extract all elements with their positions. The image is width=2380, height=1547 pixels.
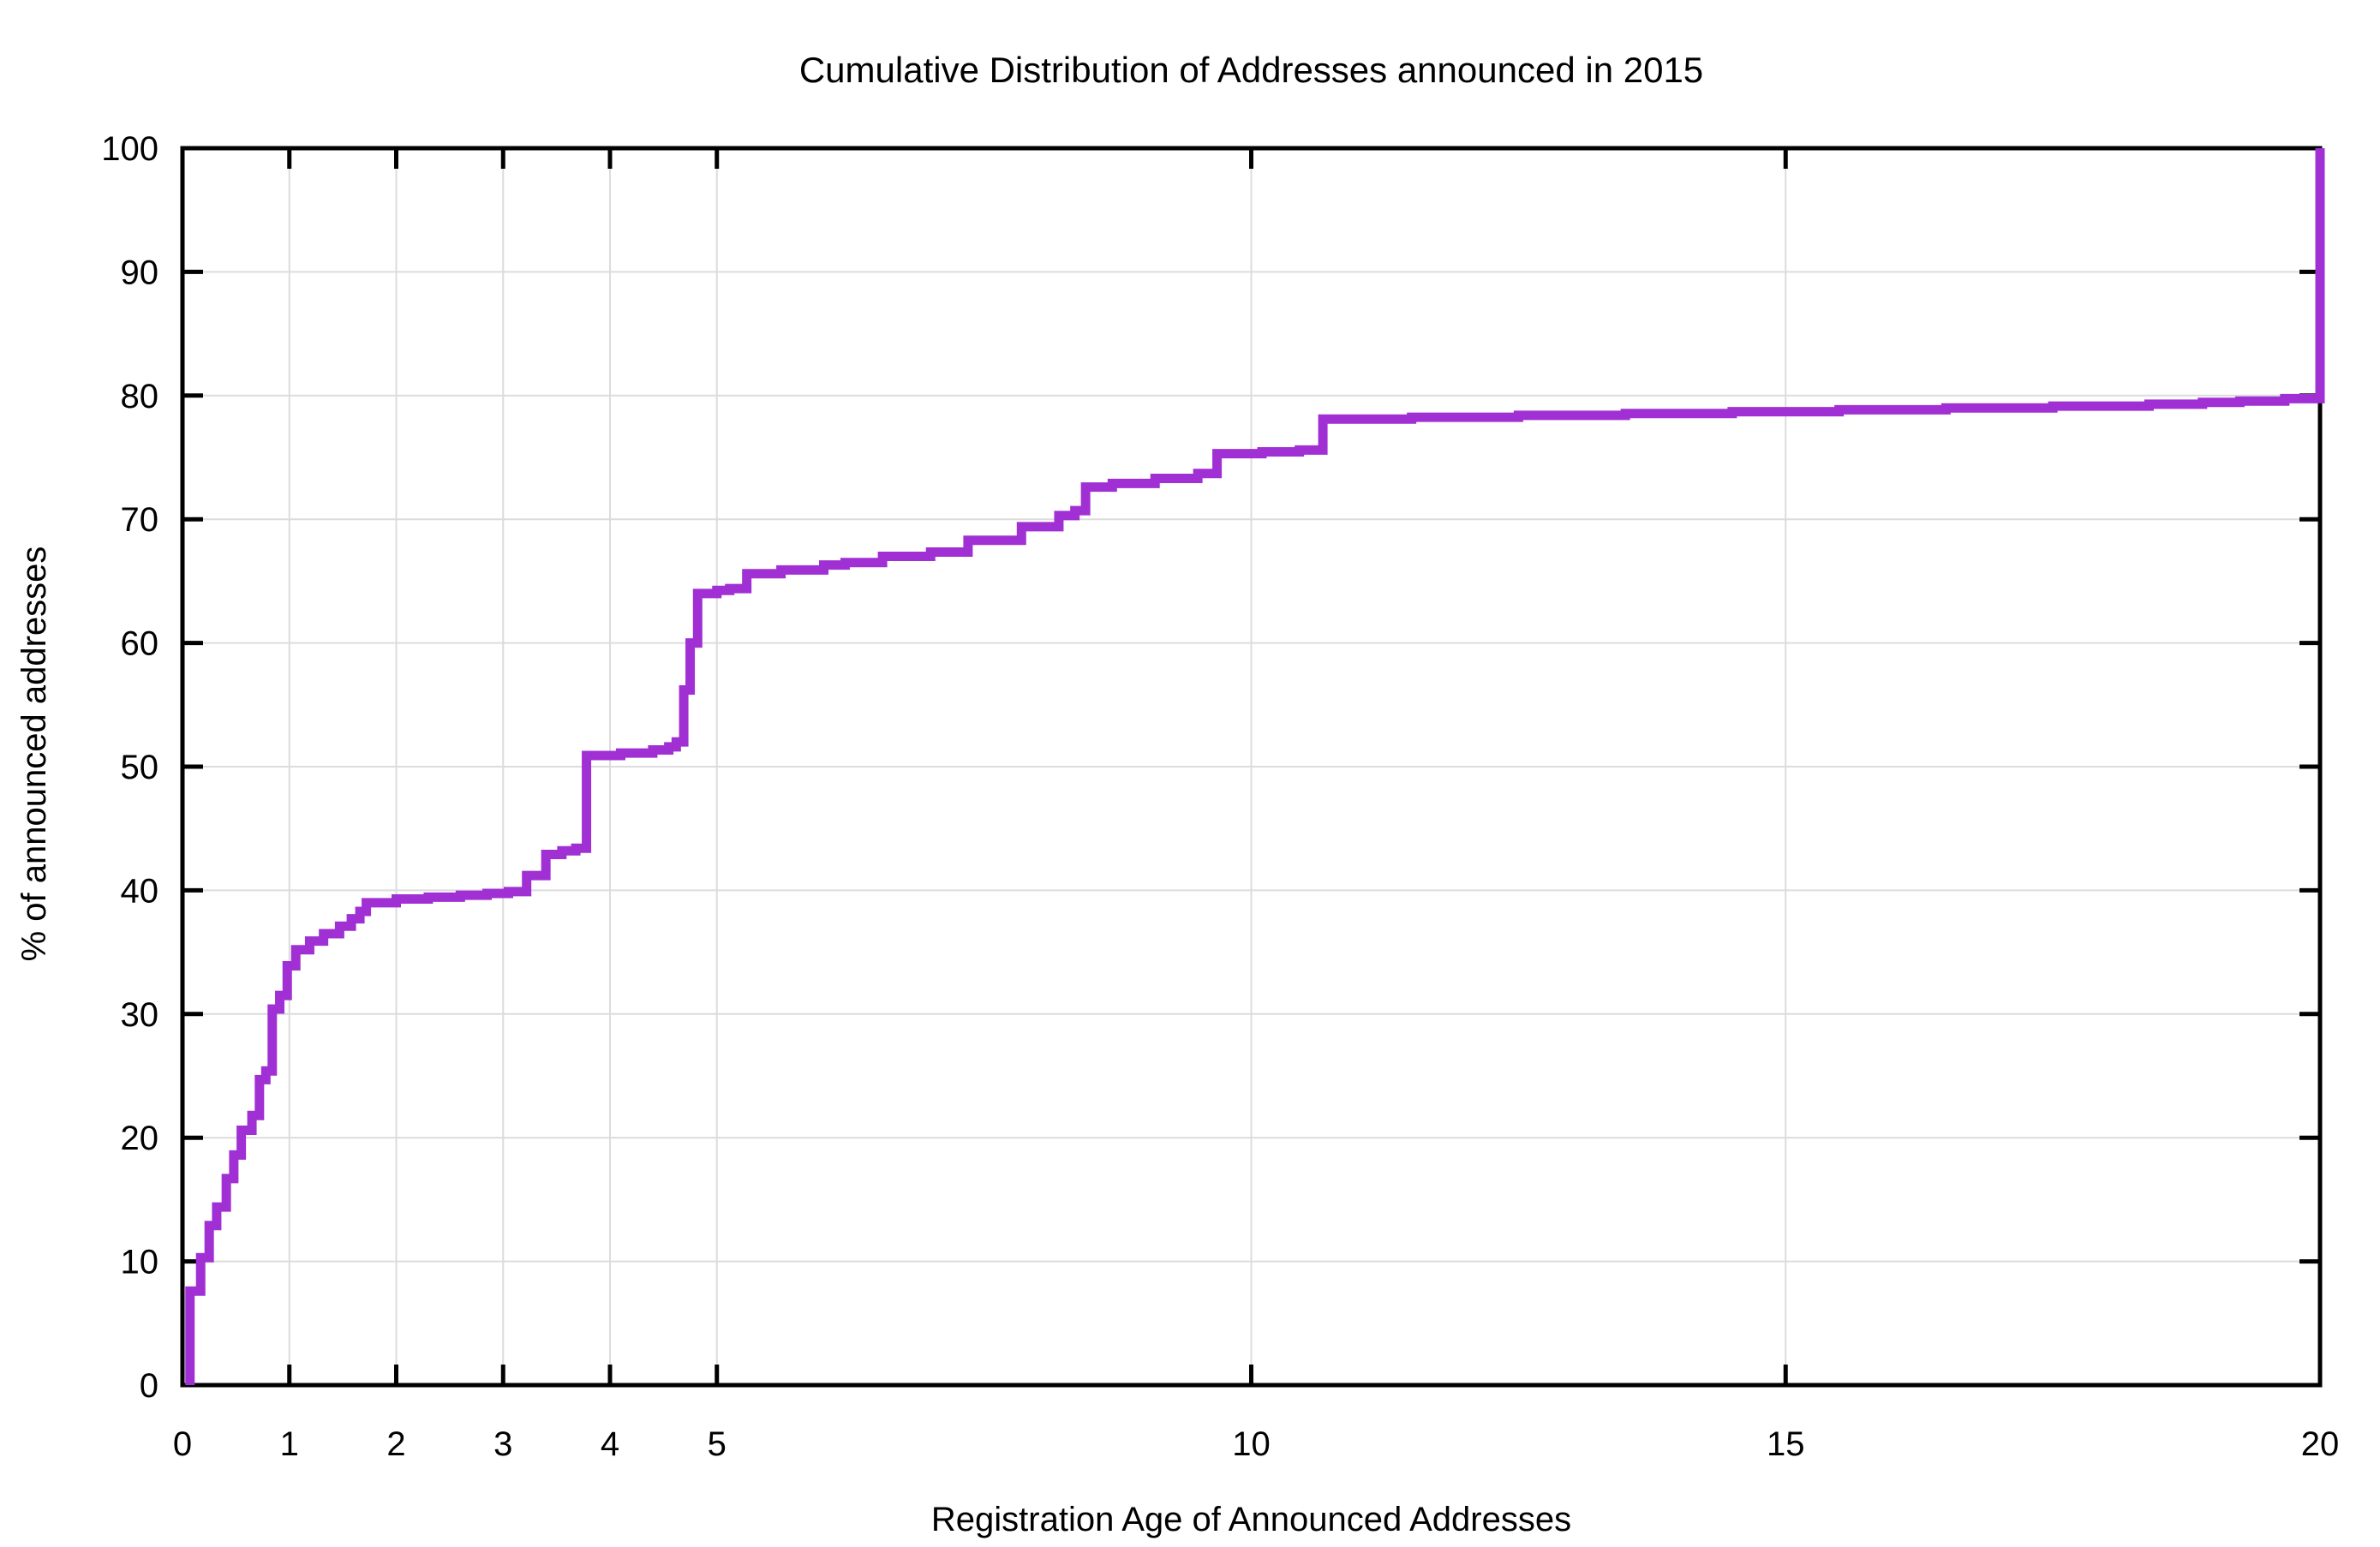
y-tick-label: 90 xyxy=(121,254,159,291)
x-tick-label: 20 xyxy=(2301,1425,2340,1463)
y-tick-label: 50 xyxy=(121,749,159,786)
x-tick-label: 4 xyxy=(601,1425,619,1463)
y-tick-label: 30 xyxy=(121,996,159,1034)
y-tick-label: 60 xyxy=(121,625,159,663)
y-tick-label: 10 xyxy=(121,1244,159,1281)
y-tick-label: 100 xyxy=(101,130,158,168)
y-tick-label: 70 xyxy=(121,501,159,539)
y-axis-title: % of announced addresses xyxy=(15,546,53,962)
y-tick-label: 40 xyxy=(121,872,159,910)
x-tick-label: 1 xyxy=(280,1425,299,1463)
cdf-curve xyxy=(185,148,2325,1385)
chart-title: Cumulative Distribution of Addresses ann… xyxy=(798,50,1704,90)
x-tick-label: 10 xyxy=(1232,1425,1271,1463)
x-axis-title: Registration Age of Announced Addresses xyxy=(930,1501,1572,1538)
x-tick-label: 3 xyxy=(493,1425,512,1463)
y-tick-label: 80 xyxy=(121,378,159,415)
x-tick-label: 0 xyxy=(173,1425,192,1463)
x-tick-label: 5 xyxy=(708,1425,727,1463)
x-tick-label: 2 xyxy=(386,1425,405,1463)
y-tick-label: 20 xyxy=(121,1120,159,1157)
x-tick-label: 15 xyxy=(1767,1425,1805,1463)
y-tick-label: 0 xyxy=(140,1367,158,1405)
